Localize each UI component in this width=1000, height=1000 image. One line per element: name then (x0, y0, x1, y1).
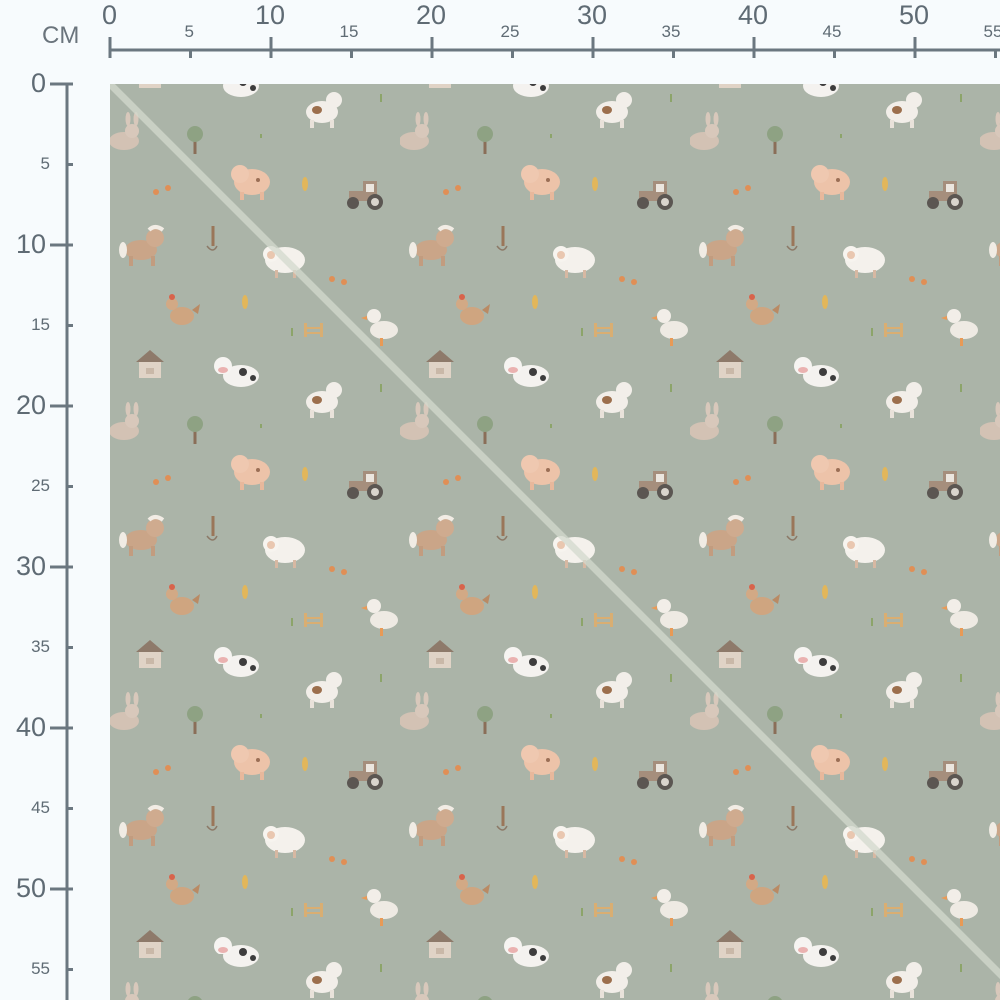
ruler-label: 25 (31, 475, 50, 495)
fold-line (110, 84, 1000, 979)
ruler-label: 5 (184, 22, 194, 41)
ruler-label: 10 (15, 229, 46, 259)
ruler-label: 50 (15, 873, 46, 903)
ruler-label: 35 (661, 22, 681, 41)
ruler-label: 40 (738, 0, 769, 30)
ruler-label: 15 (31, 314, 50, 334)
ruler-label: 10 (255, 0, 286, 30)
ruler-label: 50 (899, 0, 930, 30)
unit-label: CM (42, 22, 80, 49)
ruler-label: 15 (339, 22, 359, 41)
ruler-label: 30 (577, 0, 608, 30)
ruler-label: 5 (40, 153, 50, 173)
ruler-label: 20 (15, 390, 46, 420)
ruler-label: 35 (31, 636, 50, 656)
ruler-label: 45 (822, 22, 842, 41)
ruler-label: 30 (15, 551, 46, 581)
ruler-label: 45 (31, 797, 50, 817)
ruler-label: 0 (30, 68, 46, 98)
ruler-label: 0 (102, 0, 118, 30)
ruler-label: 25 (500, 22, 520, 41)
ruler-label: 20 (416, 0, 447, 30)
ruler-label: 40 (15, 712, 46, 742)
fabric-swatch (110, 84, 1000, 1000)
ruler-label: 55 (983, 22, 1000, 41)
ruler-label: 55 (31, 958, 50, 978)
